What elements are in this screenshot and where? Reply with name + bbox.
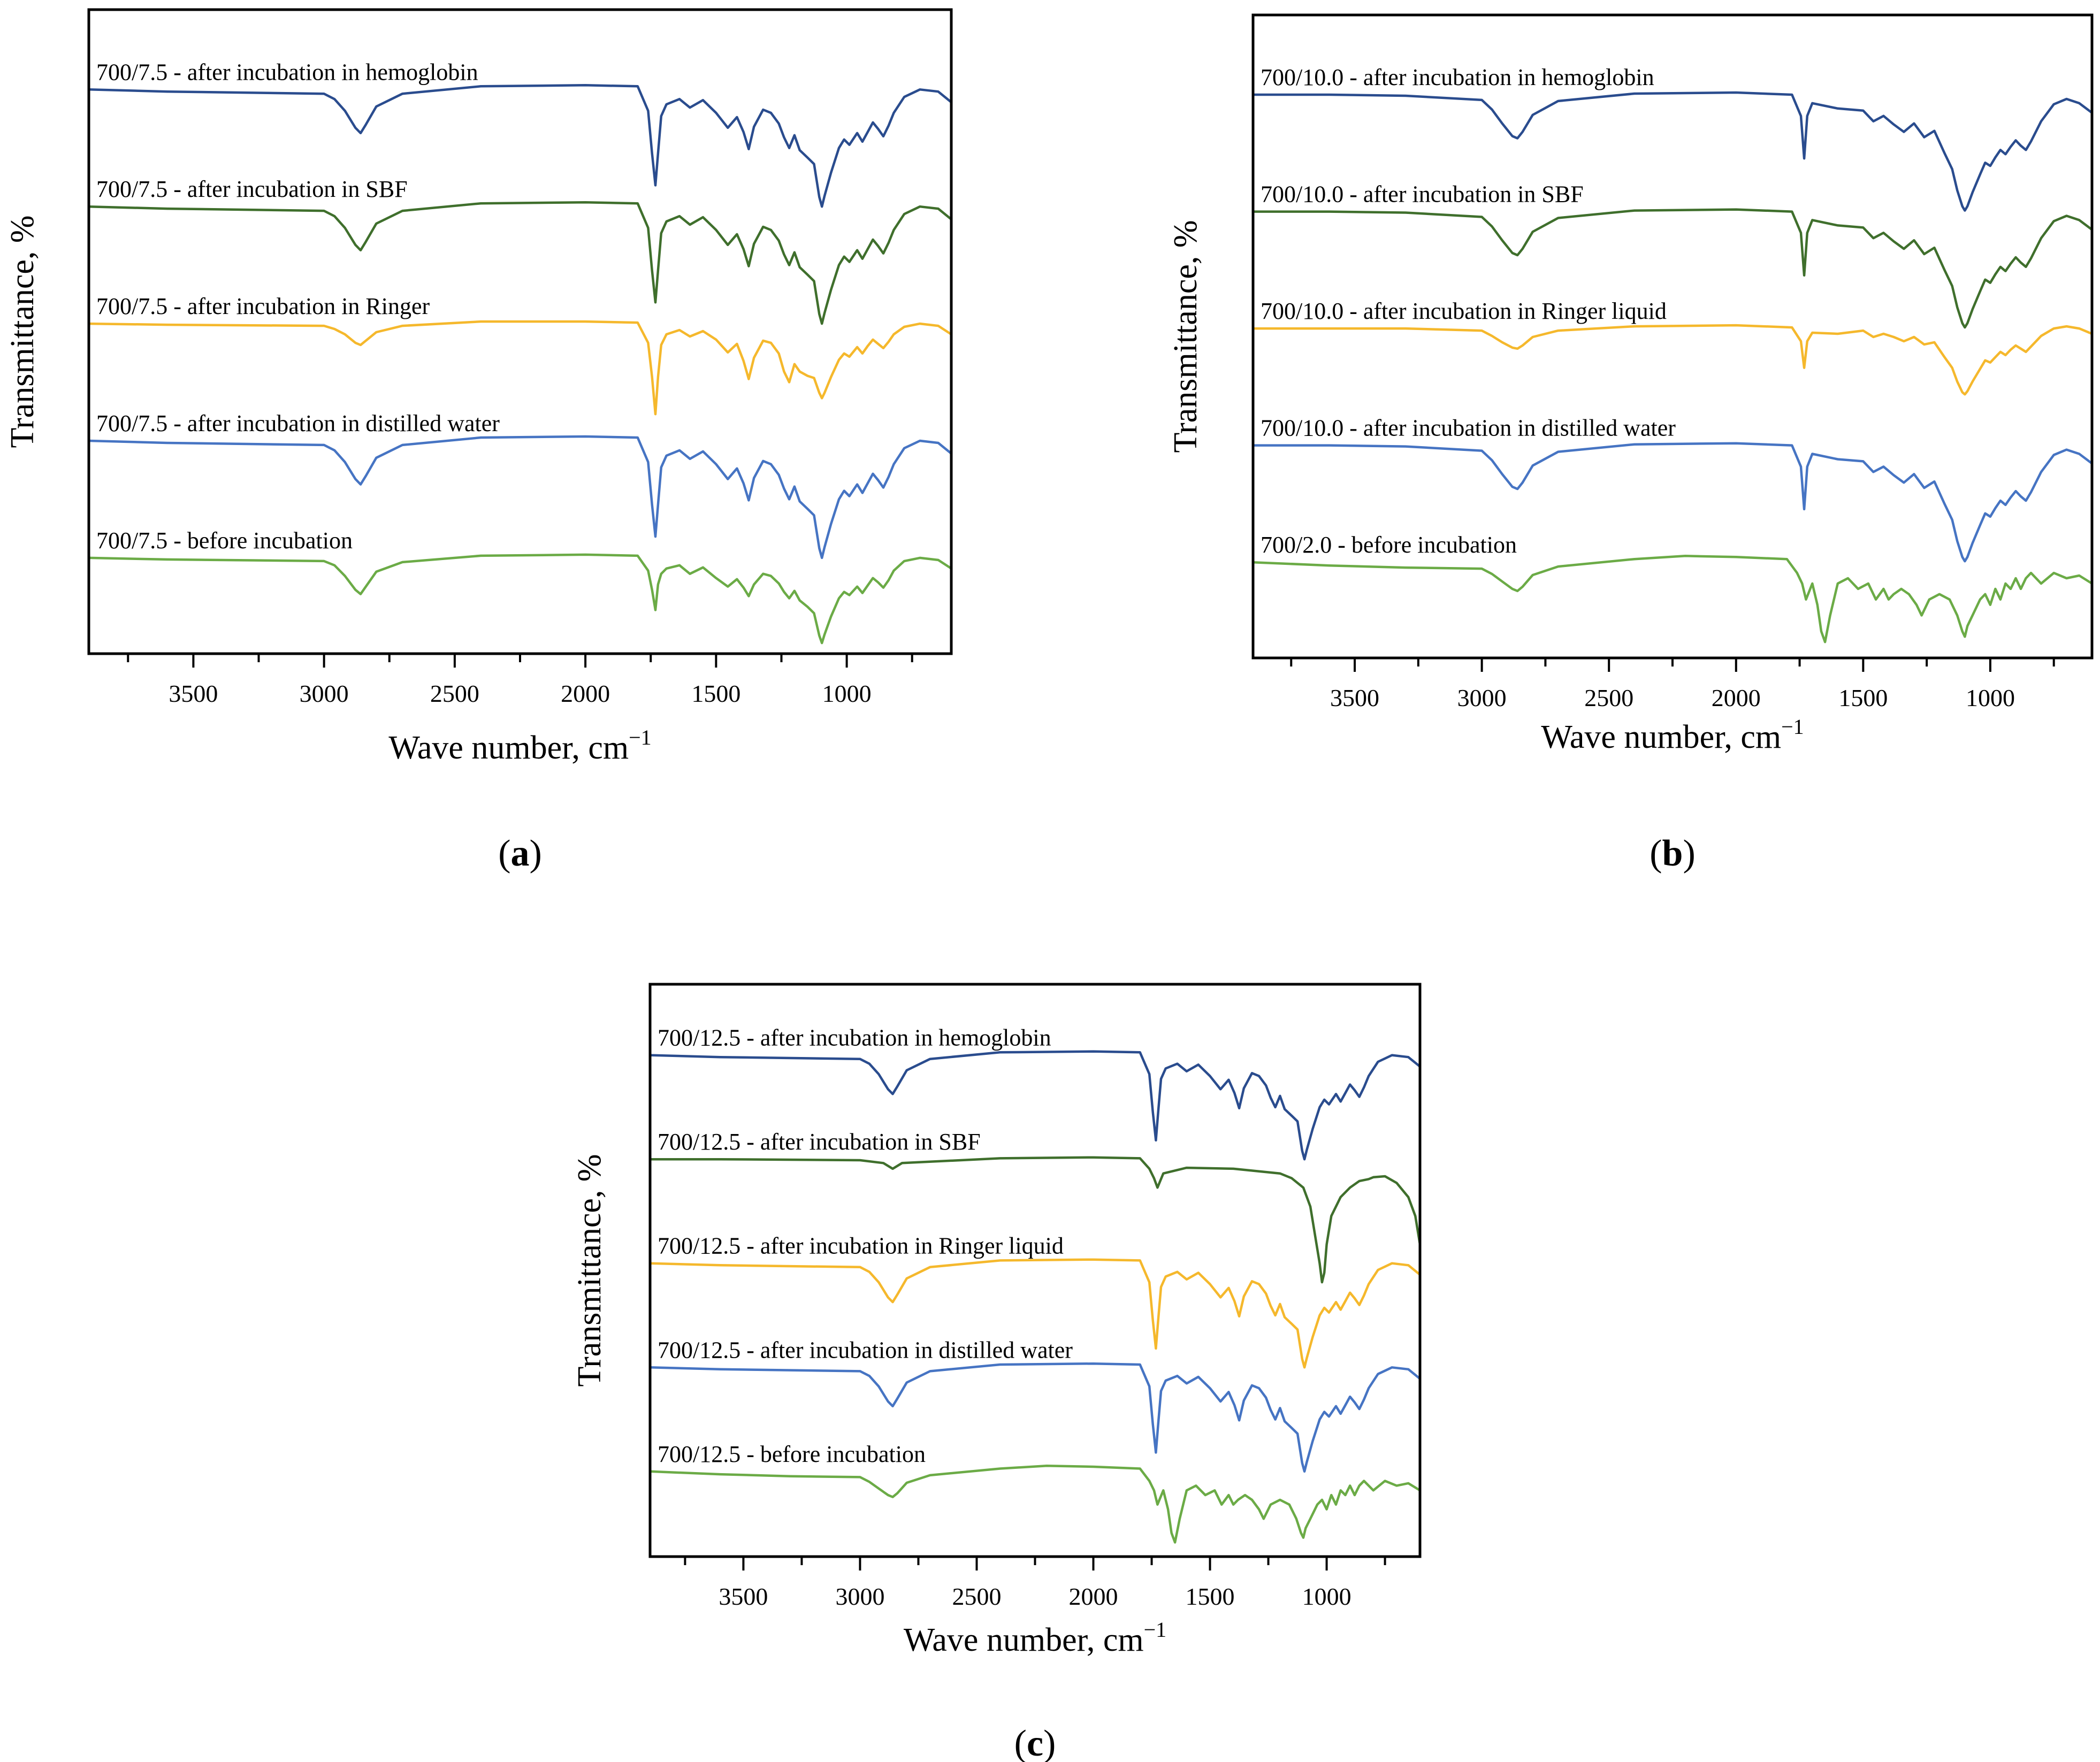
series-label-hemoglobin: 700/12.5 - after incubation in hemoglobi… — [658, 1025, 1051, 1051]
x-tick-label: 3000 — [835, 1583, 884, 1610]
caption-open: ( — [498, 833, 510, 874]
series-line-water — [1251, 442, 2094, 563]
caption-open: ( — [1650, 833, 1662, 874]
x-tick-label: 1500 — [691, 680, 740, 707]
series-label-ringer: 700/7.5 - after incubation in Ringer — [96, 293, 430, 319]
x-axis-title-text: Wave number, cm — [388, 730, 629, 766]
series-label-hemoglobin: 700/10.0 - after incubation in hemoglobi… — [1261, 64, 1654, 90]
series-line-ringer — [648, 1258, 1422, 1369]
x-axis-title-superscript: −1 — [1781, 715, 1804, 739]
series-line-hemoglobin — [1251, 91, 2094, 212]
x-tick-label: 3500 — [169, 680, 218, 707]
x-tick-label: 3000 — [300, 680, 349, 707]
y-axis-title: Transmittance, % — [571, 1154, 608, 1386]
x-axis-title-superscript: −1 — [629, 725, 652, 749]
x-tick-label: 2500 — [1584, 684, 1633, 711]
series-label-water: 700/12.5 - after incubation in distilled… — [658, 1337, 1073, 1363]
x-tick-label: 1000 — [822, 680, 872, 707]
panel-caption: (b) — [1650, 833, 1696, 874]
x-tick-label: 1500 — [1838, 684, 1888, 711]
caption-letter: b — [1662, 833, 1683, 874]
series-label-water: 700/7.5 - after incubation in distilled … — [96, 410, 500, 436]
series-line-water — [87, 435, 953, 560]
x-tick-label: 2500 — [430, 680, 479, 707]
x-tick-label: 1000 — [1302, 1583, 1351, 1610]
series-line-water — [648, 1362, 1422, 1473]
x-tick-label: 3500 — [1330, 684, 1379, 711]
x-axis-title: Wave number, cm−1 — [904, 1618, 1166, 1658]
x-tick-label: 1000 — [1966, 684, 2015, 711]
series-line-before — [1251, 555, 2094, 643]
x-axis-title: Wave number, cm−1 — [388, 725, 651, 766]
series-line-hemoglobin — [87, 84, 953, 208]
panel-b: 700/10.0 - after incubation in hemoglobi… — [1167, 13, 2094, 874]
series-label-ringer: 700/10.0 - after incubation in Ringer li… — [1261, 298, 1667, 324]
series-label-sbf: 700/12.5 - after incubation in SBF — [658, 1129, 981, 1155]
x-tick-label: 1500 — [1186, 1583, 1235, 1610]
series-label-hemoglobin: 700/7.5 - after incubation in hemoglobin — [96, 59, 478, 85]
series-line-ringer — [1251, 324, 2094, 396]
series-line-sbf — [87, 201, 953, 325]
caption-close: ) — [530, 833, 542, 874]
series-line-before — [648, 1464, 1422, 1544]
series-label-sbf: 700/10.0 - after incubation in SBF — [1261, 181, 1584, 208]
series-line-sbf — [1251, 208, 2094, 329]
x-tick-label: 3500 — [719, 1583, 768, 1610]
x-tick-label: 2000 — [561, 680, 610, 707]
series-label-water: 700/10.0 - after incubation in distilled… — [1261, 415, 1676, 441]
series-line-sbf — [648, 1156, 1422, 1284]
series-line-ringer — [87, 320, 953, 416]
x-axis-title-text: Wave number, cm — [904, 1622, 1144, 1658]
series-label-before: 700/2.0 - before incubation — [1261, 532, 1517, 558]
series-line-before — [87, 553, 953, 645]
series-label-sbf: 700/7.5 - after incubation in SBF — [96, 176, 408, 202]
series-label-before: 700/12.5 - before incubation — [658, 1441, 926, 1467]
y-axis-title: Transmittance, % — [4, 215, 41, 448]
x-tick-label: 2000 — [1712, 684, 1761, 711]
x-tick-label: 3000 — [1457, 684, 1507, 711]
caption-close: ) — [1043, 1723, 1056, 1762]
caption-open: ( — [1014, 1723, 1027, 1762]
y-axis-title: Transmittance, % — [1167, 220, 1204, 453]
panel-a: 700/7.5 - after incubation in hemoglobin… — [4, 8, 953, 874]
x-axis-title-text: Wave number, cm — [1541, 719, 1781, 755]
x-axis-title-superscript: −1 — [1144, 1618, 1167, 1642]
plot-frame — [1251, 13, 2094, 660]
panel-caption: (c) — [1014, 1723, 1056, 1762]
series-label-before: 700/7.5 - before incubation — [96, 527, 353, 554]
x-tick-label: 2500 — [952, 1583, 1001, 1610]
x-axis-title: Wave number, cm−1 — [1541, 715, 1804, 755]
caption-close: ) — [1683, 833, 1695, 874]
series-label-ringer: 700/12.5 - after incubation in Ringer li… — [658, 1233, 1064, 1259]
x-tick-label: 2000 — [1069, 1583, 1118, 1610]
caption-letter: a — [511, 833, 530, 874]
caption-letter: c — [1027, 1723, 1043, 1762]
panel-caption: (a) — [498, 833, 542, 874]
series-line-hemoglobin — [648, 1050, 1422, 1161]
panel-c: 700/12.5 - after incubation in hemoglobi… — [571, 983, 1422, 1762]
